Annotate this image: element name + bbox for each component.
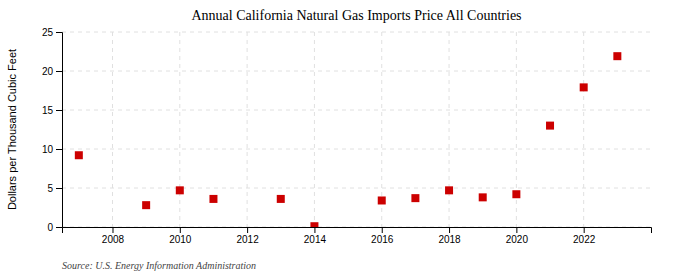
tick-mark xyxy=(56,149,62,150)
tick-mark xyxy=(314,227,315,233)
grid xyxy=(62,32,651,227)
tick-label: 2012 xyxy=(236,234,259,245)
tick-mark xyxy=(516,227,517,233)
tick: 20 xyxy=(42,66,62,77)
tick-label: 20 xyxy=(42,66,54,77)
tick: 0 xyxy=(47,222,62,233)
grid-line xyxy=(62,149,651,150)
grid-line xyxy=(247,32,248,227)
grid-line xyxy=(62,188,651,189)
grid-line xyxy=(112,32,113,227)
tick-label: 10 xyxy=(42,144,54,155)
y-axis: 0 5 10 15 20 25 xyxy=(42,27,63,233)
tick-label: 2022 xyxy=(573,234,596,245)
tick: 5 xyxy=(47,183,62,194)
axis-line xyxy=(63,228,652,234)
grid-line xyxy=(62,32,651,33)
tick-mark xyxy=(382,227,383,233)
tick: 10 xyxy=(42,144,62,155)
x-axis: 2008 2010 2012 2014 2016 2018 2020 2022 xyxy=(63,227,652,245)
chart: 2008 2010 2012 2014 2016 2018 2020 2022 0 5 10 15 20… xyxy=(0,0,675,275)
tick-label: 5 xyxy=(47,183,53,194)
point xyxy=(176,186,184,194)
grid-line xyxy=(314,32,315,227)
tick: 25 xyxy=(42,27,62,38)
point xyxy=(613,52,621,60)
tick: 2020 xyxy=(506,227,529,245)
tick-mark xyxy=(56,188,62,189)
tick-label: 25 xyxy=(42,27,54,38)
grid-line xyxy=(179,32,180,227)
tick-mark xyxy=(56,227,62,228)
point xyxy=(479,193,487,201)
point xyxy=(209,195,217,203)
axis-line xyxy=(56,33,63,228)
tick: 15 xyxy=(42,105,62,116)
grid-line xyxy=(62,71,651,72)
y-axis-title: Dollars per Thousand Cubic Feet xyxy=(6,49,18,210)
grid-line xyxy=(583,32,584,227)
plot: 2008 2010 2012 2014 2016 2018 2020 2022 0 5 10 15 20… xyxy=(42,27,652,245)
point xyxy=(580,83,588,91)
point xyxy=(445,186,453,194)
grid-line xyxy=(449,32,450,227)
points xyxy=(75,52,622,227)
tick: 2008 xyxy=(102,227,125,245)
tick-label: 15 xyxy=(42,105,54,116)
tick: 2016 xyxy=(371,227,394,245)
point xyxy=(411,194,419,202)
tick-mark xyxy=(56,110,62,111)
tick-mark xyxy=(584,227,585,233)
tick: 2014 xyxy=(304,227,327,245)
tick: 2010 xyxy=(169,227,192,245)
tick-label: 2020 xyxy=(506,234,529,245)
tick-mark xyxy=(56,32,62,33)
grid-line xyxy=(62,110,651,111)
tick-mark xyxy=(56,71,62,72)
tick-label: 2014 xyxy=(304,234,327,245)
tick-label: 2016 xyxy=(371,234,394,245)
tick: 2012 xyxy=(236,227,259,245)
tick-mark xyxy=(247,227,248,233)
source: Source: U.S. Energy Information Administ… xyxy=(62,260,256,271)
tick-mark xyxy=(449,227,450,233)
tick: 2022 xyxy=(573,227,596,245)
point xyxy=(512,190,520,198)
tick-mark xyxy=(180,227,181,233)
point xyxy=(142,201,150,209)
tick-mark xyxy=(112,227,113,233)
point xyxy=(546,122,554,130)
point xyxy=(310,222,318,227)
tick: 2018 xyxy=(438,227,461,245)
point xyxy=(378,196,386,204)
tick-label: 0 xyxy=(47,222,53,233)
title: Annual California Natural Gas Imports Pr… xyxy=(191,8,521,23)
tick-label: 2018 xyxy=(438,234,461,245)
tick-label: 2008 xyxy=(102,234,125,245)
point xyxy=(277,195,285,203)
point xyxy=(75,151,83,159)
tick-label: 2010 xyxy=(169,234,192,245)
